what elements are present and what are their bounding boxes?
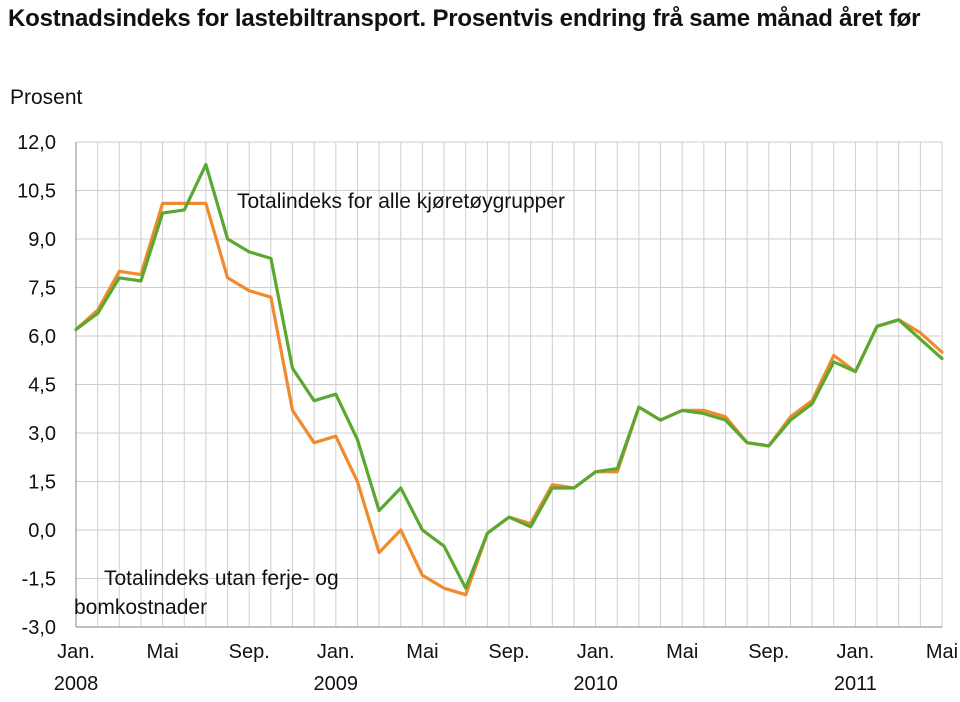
x-tick-label: Mai [666, 641, 698, 663]
y-tick-label: 9,0 [28, 229, 56, 251]
y-tick-label: 1,5 [28, 472, 56, 494]
x-tick-label: Mai [926, 641, 958, 663]
y-tick-label: 4,5 [28, 375, 56, 397]
y-tick-label: -1,5 [22, 569, 56, 591]
x-axis-tick-labels: Jan. 2008 Mai Sep. Jan. 2009 Mai Sep. Jan. 2010 Ma… [54, 641, 958, 695]
x-tick-label: Sep. [488, 641, 529, 663]
x-tick-year-label: 2008 [54, 673, 99, 695]
x-tick-label: Jan. [577, 641, 615, 663]
x-tick-year-label: 2011 [834, 673, 877, 695]
x-tick-year-label: 2009 [314, 673, 359, 695]
x-tick-label: Jan. [317, 641, 355, 663]
series-lines [74, 163, 944, 597]
x-tick-label: Sep. [229, 641, 270, 663]
y-tick-label: 7,5 [28, 278, 56, 300]
series-label-total: Totalindeks for alle kjøretøygrupper [237, 190, 565, 213]
series-line-total-index [74, 163, 944, 590]
series-label-excl-ferry-line2: bomkostnader [74, 596, 207, 619]
y-tick-label: 3,0 [28, 423, 56, 445]
x-tick-label: Sep. [748, 641, 789, 663]
series-label-excl-ferry-line1: Totalindeks utan ferje- og [104, 567, 339, 590]
x-tick-label: Mai [406, 641, 438, 663]
x-tick-label: Mai [146, 641, 178, 663]
x-tick-year-label: 2010 [573, 673, 618, 695]
chart-grid [75, 141, 943, 628]
y-tick-label: 6,0 [28, 326, 56, 348]
chart-title: Kostnadsindeks for lastebiltransport. Pr… [8, 5, 921, 32]
x-tick-label: Jan. [836, 641, 874, 663]
y-tick-label: 0,0 [28, 520, 56, 542]
y-axis-unit-label: Prosent [10, 86, 83, 109]
y-tick-label: 10,5 [17, 181, 56, 203]
y-tick-label: 12,0 [17, 132, 56, 154]
y-tick-label: -3,0 [22, 617, 56, 639]
y-axis-tick-labels: 12,0 10,5 9,0 7,5 6,0 4,5 3,0 1,5 0,0 -1,5 -3,0 [17, 132, 56, 639]
x-tick-label: Jan. [57, 641, 95, 663]
